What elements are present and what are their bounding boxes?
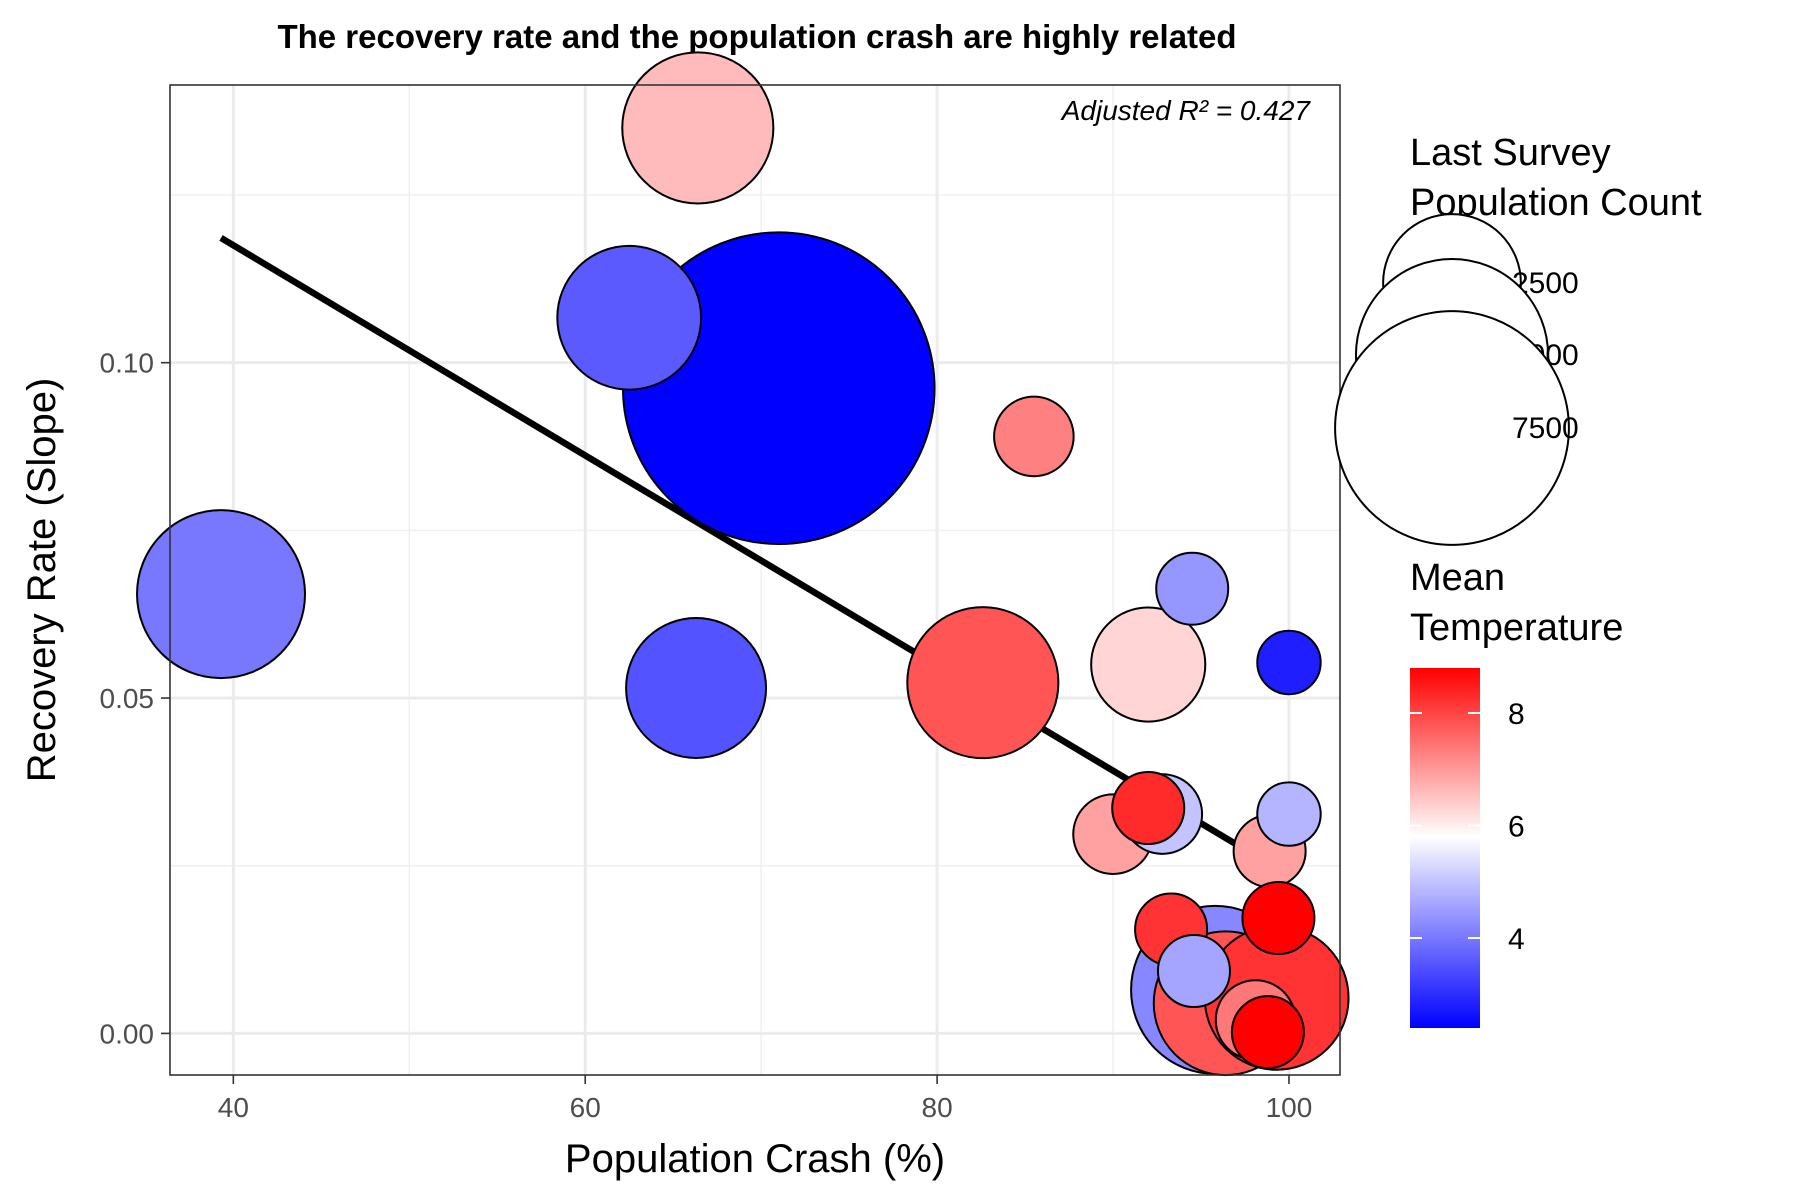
x-axis: 40 60 80 100 — [218, 1075, 1313, 1123]
y-axis: 0.00 0.05 0.10 — [100, 348, 170, 1049]
color-legend-title-line2: Temperature — [1410, 607, 1623, 649]
x-tick-label: 40 — [218, 1092, 249, 1123]
data-point — [136, 509, 307, 680]
colorbar-tick-label: 8 — [1508, 698, 1525, 731]
y-tick-label: 0.10 — [100, 348, 155, 379]
data-points — [136, 51, 1350, 1077]
plot-panel-border — [169, 84, 1341, 1076]
size-legend: Last Survey Population Count 25005000750… — [1334, 132, 1702, 546]
y-axis-label: Recovery Rate (Slope) — [20, 378, 64, 783]
data-point — [1156, 934, 1231, 1009]
data-point — [1241, 881, 1316, 956]
color-legend-colorbar — [1410, 668, 1480, 1028]
y-tick-label: 0.05 — [100, 683, 155, 714]
data-point — [993, 395, 1075, 478]
regression-line — [219, 235, 1291, 879]
data-point — [1230, 995, 1305, 1070]
r-squared-annotation: Adjusted R² = 0.427 — [1060, 95, 1312, 126]
colorbar-tick-label: 6 — [1508, 811, 1525, 844]
size-legend-key-label: 7500 — [1512, 412, 1579, 445]
x-tick-label: 60 — [570, 1092, 601, 1123]
data-point — [556, 244, 703, 391]
data-point — [625, 617, 768, 759]
data-point — [906, 606, 1060, 760]
x-axis-label: Population Crash (%) — [565, 1137, 945, 1181]
data-point — [1111, 771, 1186, 846]
color-legend-title-line1: Mean — [1410, 557, 1505, 599]
data-point — [1256, 781, 1322, 847]
color-legend-ticks: 4 6 8 — [1410, 698, 1525, 956]
y-tick-label: 0.00 — [100, 1018, 155, 1049]
x-tick-label: 80 — [922, 1092, 953, 1123]
chart-title: The recovery rate and the population cra… — [277, 18, 1236, 55]
data-point — [1155, 551, 1230, 626]
size-legend-title-line1: Last Survey — [1410, 132, 1611, 174]
size-legend-key-circle — [1334, 310, 1570, 546]
colorbar-tick-label: 4 — [1508, 923, 1525, 956]
regression-line-group — [219, 235, 1291, 879]
data-point — [621, 51, 775, 205]
data-point — [1090, 606, 1207, 723]
color-legend: Mean Temperature 4 6 8 — [1410, 557, 1623, 1028]
data-point — [1256, 629, 1322, 696]
x-tick-label: 100 — [1266, 1092, 1313, 1123]
